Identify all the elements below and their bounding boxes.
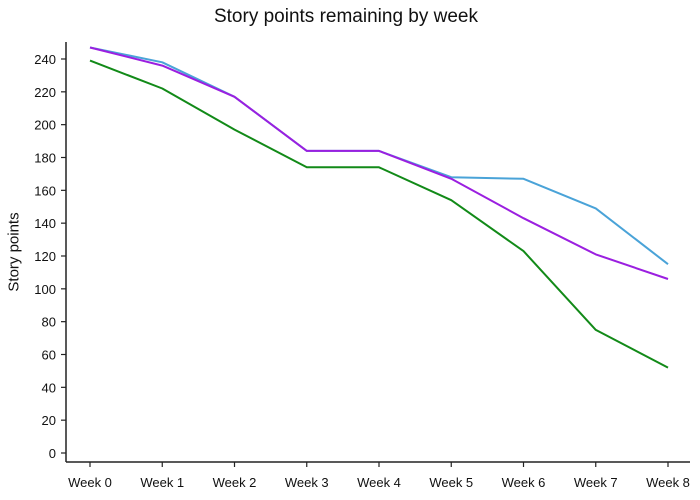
- series-line-3: [89, 59, 669, 369]
- x-tick-label: Week 3: [285, 475, 329, 490]
- chart-title: Story points remaining by week: [213, 6, 478, 27]
- x-tick-label: Week 6: [502, 475, 546, 490]
- series-line-1: [89, 46, 669, 265]
- y-tick-label: 100: [34, 282, 56, 297]
- y-tick-label: 120: [34, 249, 56, 264]
- y-tick-label: 240: [34, 52, 56, 67]
- y-tick-label: 40: [42, 380, 56, 395]
- series-layer: [89, 46, 669, 369]
- y-tick-label: 220: [34, 85, 56, 100]
- series-line-2: [89, 46, 669, 280]
- y-tick-label: 180: [34, 150, 56, 165]
- y-tick-label: 200: [34, 118, 56, 133]
- y-tick-label: 20: [42, 413, 56, 428]
- y-tick-label: 80: [42, 315, 56, 330]
- x-tick-label: Week 8: [646, 475, 690, 490]
- axes: [65, 42, 690, 463]
- ticks-layer: 0 20 40 60 80 100 120 140 160 180 200 220 240 Week 0 W…: [34, 52, 690, 490]
- x-tick-label: Week 1: [140, 475, 184, 490]
- x-tick-label: Week 7: [574, 475, 618, 490]
- y-tick-label: 0: [49, 446, 56, 461]
- y-tick-label: 140: [34, 216, 56, 231]
- x-tick-label: Week 2: [213, 475, 257, 490]
- y-tick-label: 60: [42, 347, 56, 362]
- y-tick-label: 160: [34, 183, 56, 198]
- x-tick-label: Week 4: [357, 475, 401, 490]
- x-tick-label: Week 0: [68, 475, 112, 490]
- x-tick-label: Week 5: [429, 475, 473, 490]
